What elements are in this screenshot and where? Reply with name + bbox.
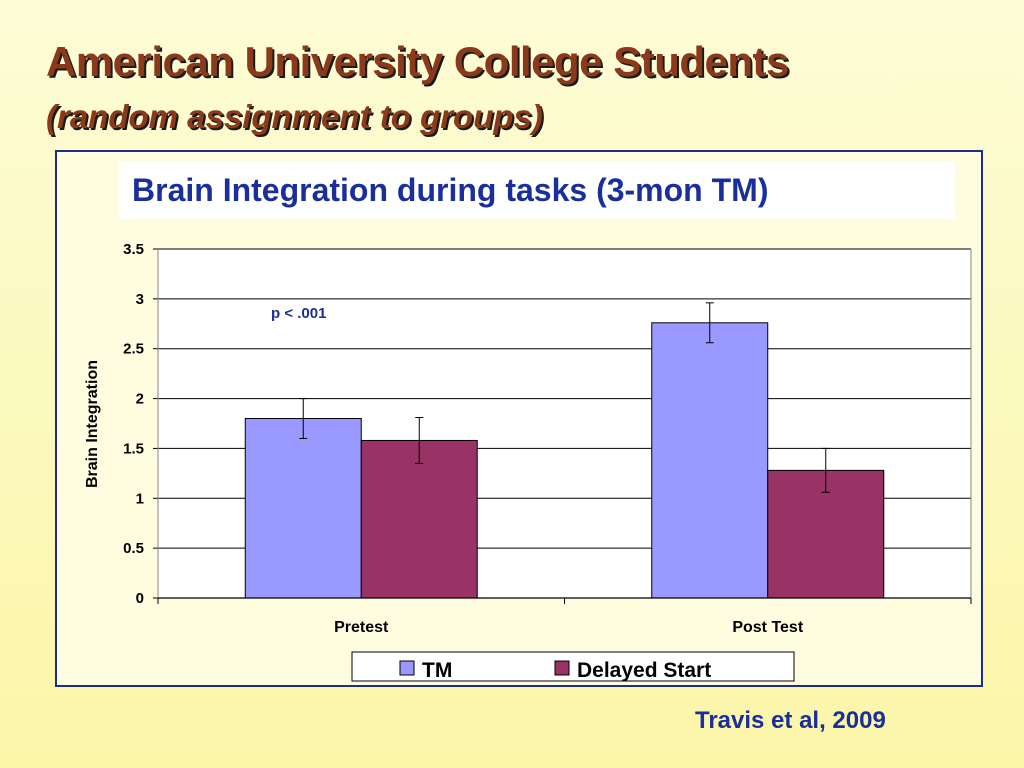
y-tick-label: 3.5	[123, 241, 144, 258]
y-axis-label: Brain Integration	[84, 360, 101, 488]
p-value-annotation: p < .001	[271, 305, 326, 322]
bar-delayed-start	[360, 439, 478, 599]
y-tick-label: 2.5	[123, 341, 144, 358]
legend-label: TM	[422, 659, 452, 682]
bar-tm	[651, 322, 769, 599]
legend-swatch-delayed-start	[554, 660, 570, 676]
y-tick-label: 1.5	[123, 440, 144, 457]
y-tick-label: 2	[136, 391, 144, 408]
legend-label: Delayed Start	[577, 659, 711, 682]
y-tick-label: 1	[136, 490, 144, 507]
y-tick-label: 0	[136, 590, 144, 607]
legend-box	[351, 651, 795, 682]
legend-swatch-tm	[399, 660, 415, 676]
y-tick-label: 0.5	[123, 540, 144, 557]
slide-subtitle: (random assignment to groups)	[46, 98, 543, 135]
bar-tm	[244, 418, 362, 599]
citation: Travis et al, 2009	[695, 707, 886, 734]
chart-title: Brain Integration during tasks (3-mon TM…	[132, 172, 769, 208]
x-tick-label: Post Test	[732, 619, 804, 636]
y-tick-label: 3	[136, 291, 144, 308]
slide-title: American University College Students	[46, 38, 789, 85]
x-tick-label: Pretest	[334, 619, 389, 636]
chart-title-box	[119, 162, 955, 219]
